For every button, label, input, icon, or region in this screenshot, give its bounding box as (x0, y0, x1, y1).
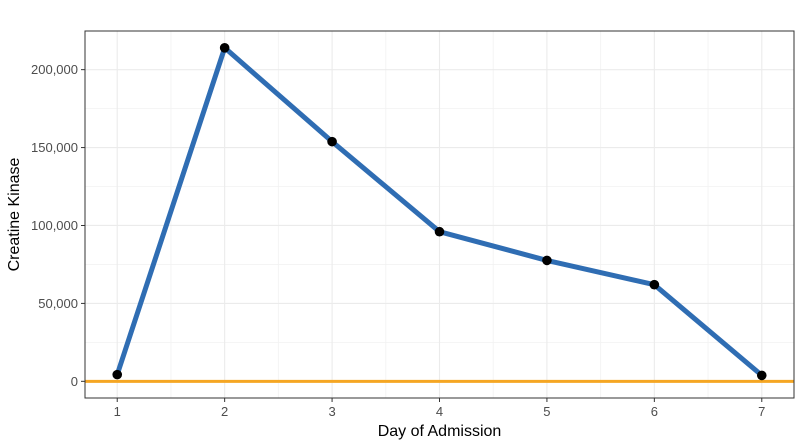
data-point (327, 136, 337, 147)
x-tick-label: 6 (651, 404, 658, 419)
major-gridlines (85, 31, 794, 398)
y-tick-label: 200,000 (31, 62, 78, 77)
x-tick-label: 2 (221, 404, 228, 419)
data-point (649, 279, 660, 290)
x-axis-title: Day of Admission (378, 423, 502, 440)
data-point (112, 369, 123, 380)
points-layer (112, 43, 767, 381)
x-tick-label: 1 (114, 404, 121, 419)
data-point (434, 226, 445, 237)
x-tick-label: 4 (436, 404, 443, 419)
y-tick-label: 50,000 (38, 296, 78, 311)
data-point (542, 255, 552, 266)
data-point (756, 370, 767, 381)
x-tick-label: 3 (328, 404, 335, 419)
x-axis-ticks: 1 2 3 4 5 6 7 (114, 398, 765, 419)
y-tick-label: 100,000 (31, 218, 78, 233)
y-axis-title: Creatine Kinase (6, 157, 23, 271)
x-tick-label: 7 (758, 404, 765, 419)
data-point (219, 43, 230, 53)
y-tick-label: 0 (71, 374, 78, 389)
y-tick-label: 150,000 (31, 140, 78, 155)
y-axis-ticks: 0 50,000 100,000 150,000 200,000 (31, 62, 85, 389)
x-tick-label: 5 (543, 404, 550, 419)
